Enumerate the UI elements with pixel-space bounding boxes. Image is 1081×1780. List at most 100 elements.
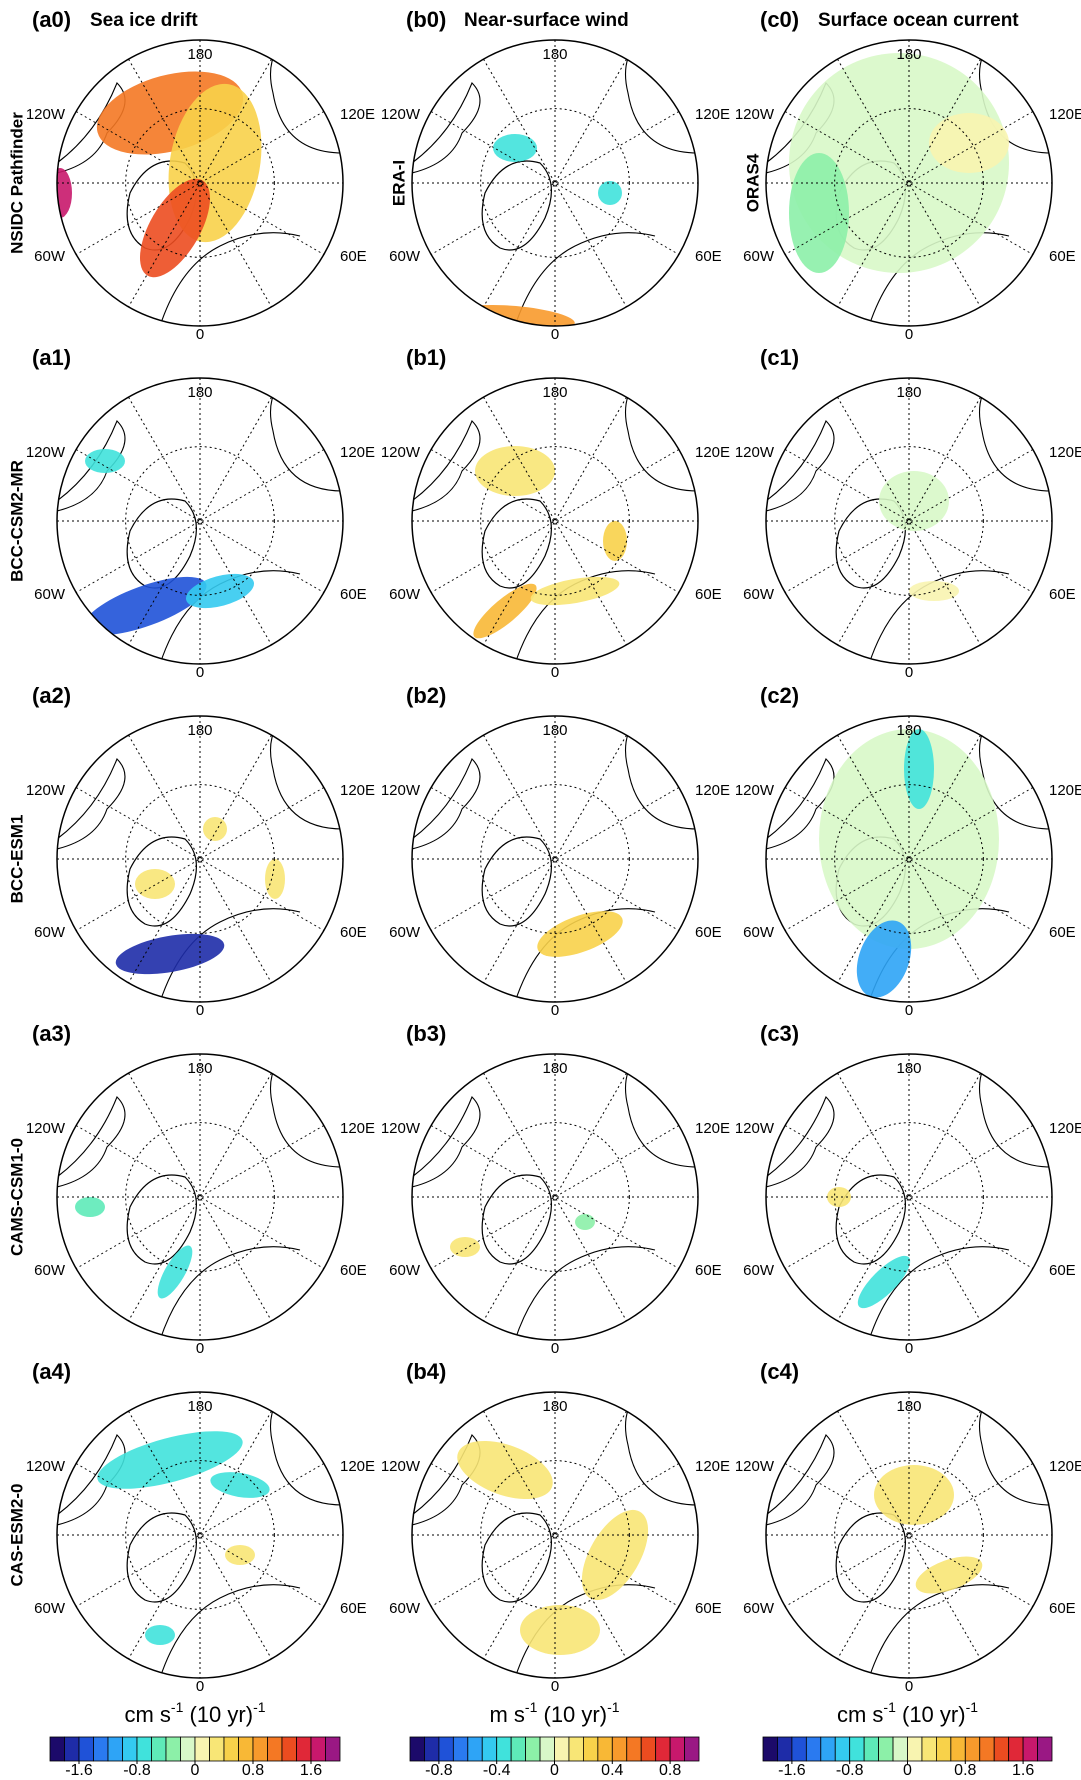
color-box [612,1737,626,1761]
color-box [1023,1737,1037,1761]
color-box [137,1737,152,1761]
map-panel: 180120W120E60W60E0 [735,371,1081,681]
color-box [763,1737,777,1761]
ocean [412,1054,698,1340]
color-box [123,1737,138,1761]
map-panel: 180120W120E60W60E0 [26,33,375,343]
colorbar-tick-label: -1.6 [778,1762,806,1779]
lon-label: 60W [34,586,66,603]
panel-label: (c1) [760,345,799,370]
unit-base: cm s [837,1702,883,1727]
column-title: Sea ice drift [90,10,198,31]
unit-mid: (10 yr) [183,1702,253,1727]
panel-label: (c3) [760,1021,799,1046]
color-box [297,1737,312,1761]
lon-label: 60W [34,1600,66,1617]
color-box [936,1737,950,1761]
lon-label: 60E [340,586,367,603]
map-panel: 180120W120E60W60E0 [735,709,1081,1019]
lon-label: 0 [551,1002,559,1019]
color-box [994,1737,1008,1761]
lon-label: 120W [381,1120,421,1137]
lon-label: 180 [896,1060,921,1077]
lon-label: 180 [542,384,567,401]
colorbar-tick-label: 1.6 [300,1762,322,1779]
colorbar-tick-label: 0.8 [954,1762,976,1779]
row-name: BCC-ESM1 [7,815,26,904]
lon-label: 180 [542,1060,567,1077]
color-box [806,1737,820,1761]
lon-label: 60E [1049,586,1076,603]
lon-label: 180 [187,46,212,63]
panel-label: (b0) [406,7,446,32]
color-box [893,1737,907,1761]
lon-label: 120E [340,444,375,461]
unit-base: cm s [124,1702,170,1727]
color-box [540,1737,554,1761]
panel-label: (a4) [32,1359,71,1384]
lon-label: 120W [735,106,775,123]
column-title: Surface ocean current [818,10,1019,31]
panel-label: (b4) [406,1359,446,1384]
color-box [864,1737,878,1761]
color-box [497,1737,511,1761]
column-title: Near-surface wind [464,10,629,31]
color-box [835,1737,849,1761]
lon-label: 60E [695,1600,722,1617]
panel-label: (b3) [406,1021,446,1046]
color-box [922,1737,936,1761]
lon-label: 180 [187,384,212,401]
colorbar-tick-label: 0.8 [242,1762,264,1779]
lon-label: 60W [743,1262,775,1279]
lon-label: 120W [26,106,66,123]
lon-label: 60E [340,1262,367,1279]
unit-exp: -1 [525,1699,538,1715]
unit-exp: -1 [171,1699,184,1715]
trend-area [203,817,227,841]
color-box [555,1737,569,1761]
colorbar-unit: m s-1 (10 yr)-1 [489,1699,619,1727]
color-box [792,1737,806,1761]
trend-area [145,1625,175,1645]
color-box [50,1737,65,1761]
lon-label: 120W [735,444,775,461]
trend-area [265,859,285,899]
lon-label: 60W [389,1600,421,1617]
color-box [1038,1737,1052,1761]
lon-label: 120E [695,782,730,799]
lon-label: 180 [187,1398,212,1415]
lon-label: 0 [905,1340,913,1357]
lon-label: 60W [389,248,421,265]
lon-label: 60E [340,1600,367,1617]
color-box [583,1737,597,1761]
lon-label: 0 [551,326,559,343]
lon-label: 180 [187,1060,212,1077]
color-box [424,1737,438,1761]
lon-label: 120E [1049,106,1081,123]
color-box [410,1737,424,1761]
unit-exp: -1 [883,1699,896,1715]
lon-label: 60W [743,1600,775,1617]
trend-area [475,446,555,496]
color-box [439,1737,453,1761]
lon-label: 120E [695,1120,730,1137]
row-name: CAS-ESM2-0 [7,1484,26,1587]
color-box [965,1737,979,1761]
color-box [253,1737,268,1761]
color-box [777,1737,791,1761]
lon-label: 120E [695,1458,730,1475]
panel-label: (a3) [32,1021,71,1046]
colorbar-tick-label: 0 [191,1762,200,1779]
lon-label: 0 [551,1678,559,1695]
lon-label: 0 [196,326,204,343]
map-panel: 180120W120E60W60E0 [381,1047,730,1357]
lon-label: 180 [542,722,567,739]
color-box [526,1737,540,1761]
color-box [685,1737,699,1761]
lon-label: 120E [695,444,730,461]
color-box [65,1737,80,1761]
lon-label: 180 [542,1398,567,1415]
lon-label: 60E [695,248,722,265]
color-box [282,1737,297,1761]
